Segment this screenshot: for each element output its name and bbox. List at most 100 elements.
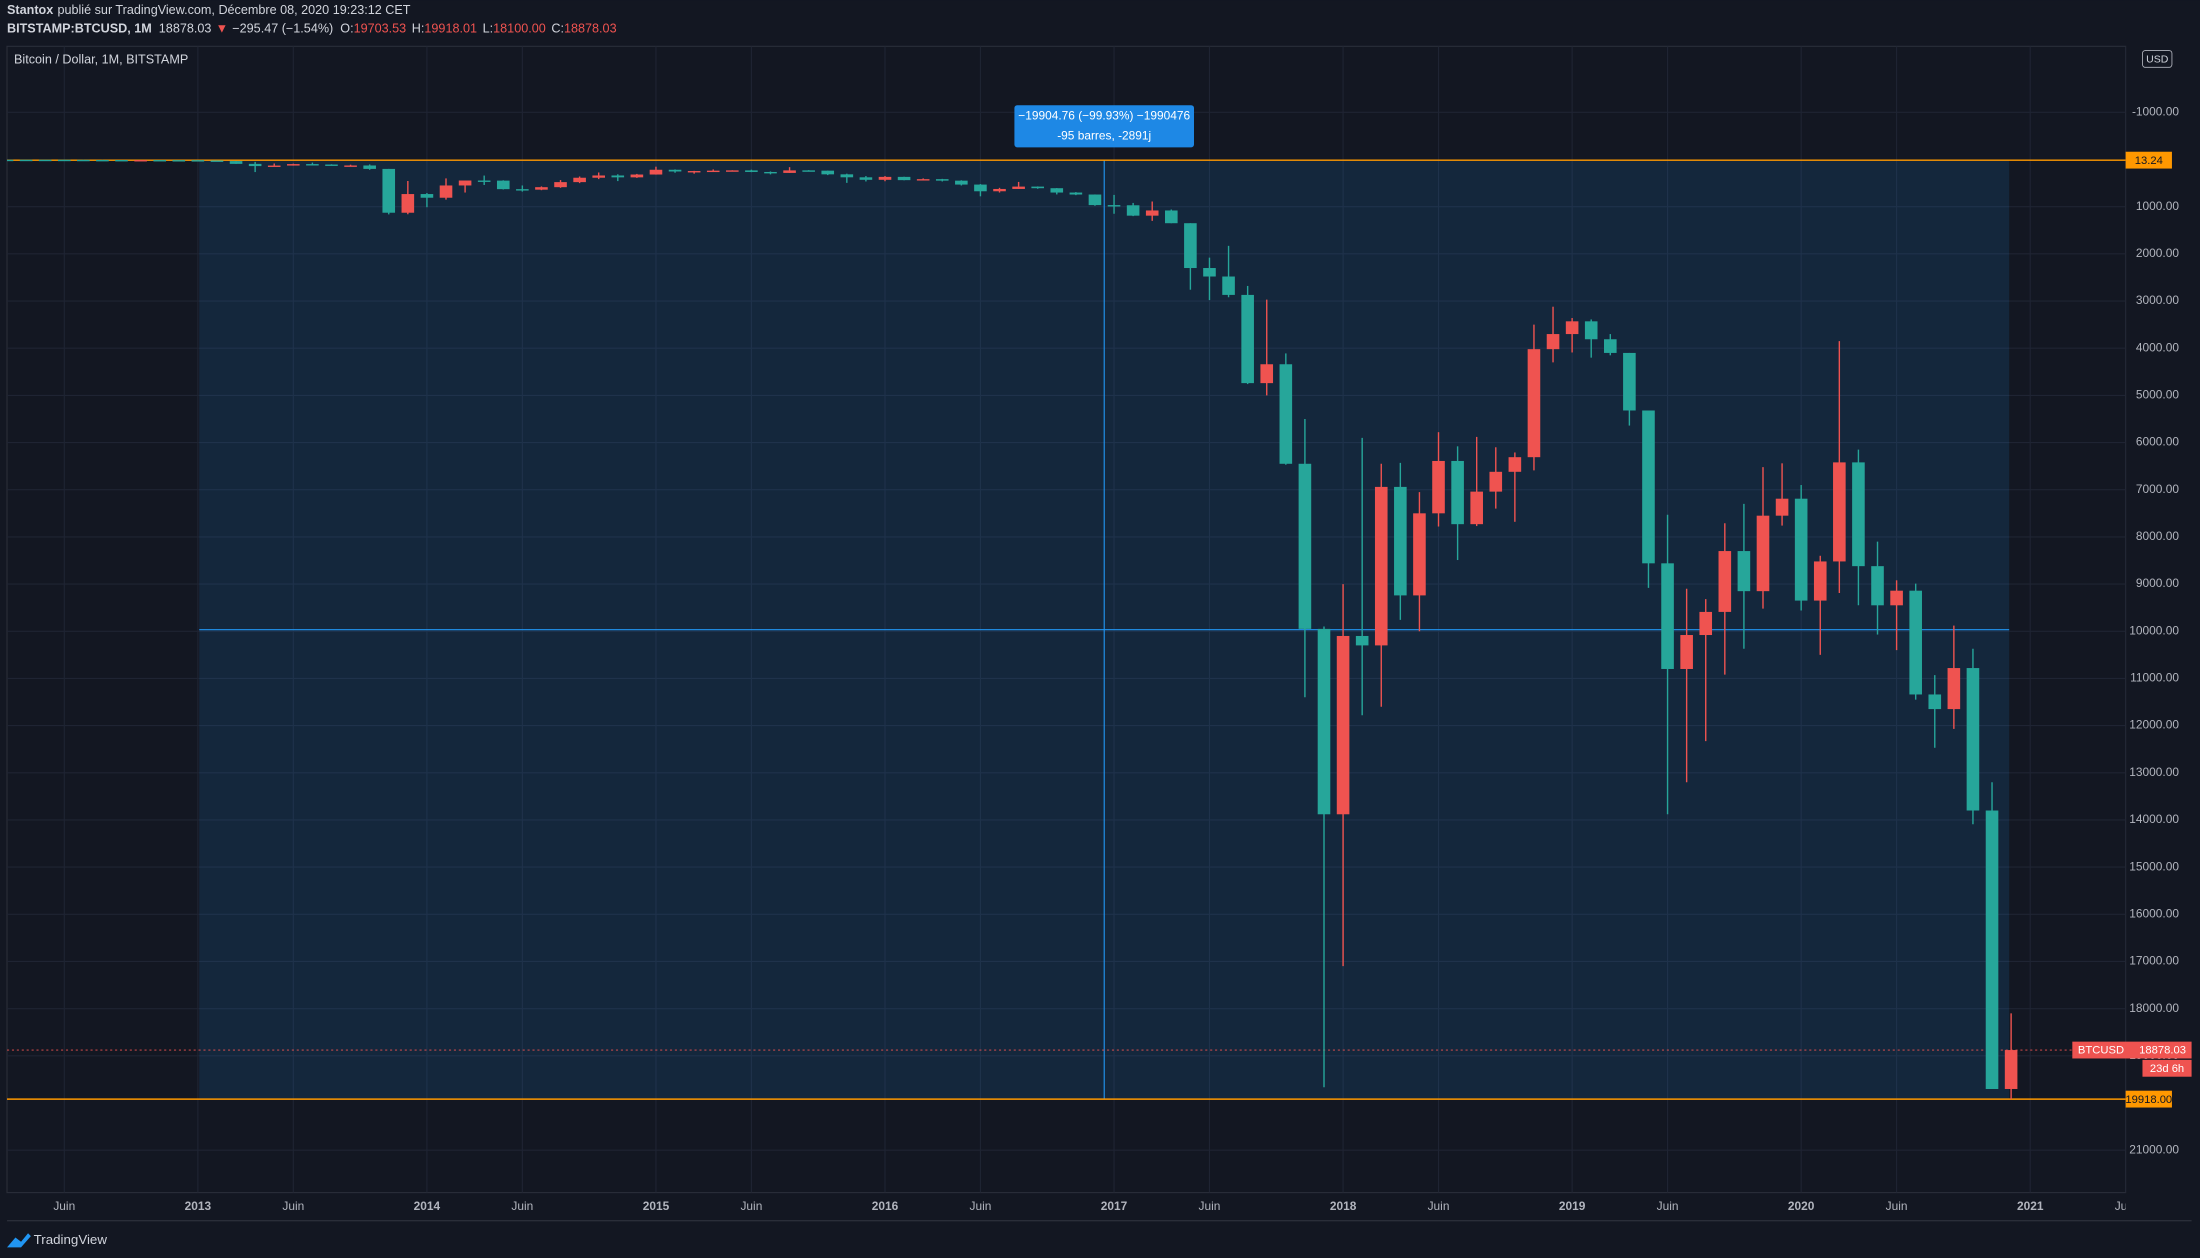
candle-body (1966, 668, 1980, 811)
y-tick-label: 21000.00 (2129, 1142, 2179, 1156)
candle-body (1947, 668, 1961, 710)
x-tick-label: Juin (1428, 1199, 1450, 1213)
candle-body (840, 174, 854, 178)
candle-body (325, 164, 338, 166)
x-tick-label: 2020 (1788, 1199, 1815, 1213)
currency-box[interactable] (2142, 50, 2173, 68)
ohlc-label: C: (551, 22, 564, 36)
candle-body (1718, 551, 1732, 612)
candle-body (1775, 498, 1789, 516)
x-tick-label: 2013 (185, 1199, 212, 1213)
candle-body (1031, 186, 1044, 189)
x-tick-label: 2016 (872, 1199, 899, 1213)
brand: TradingView (34, 1232, 108, 1247)
logo-mark (7, 1233, 31, 1248)
price-tag-label: 13.24 (2135, 155, 2163, 167)
candle-body (1222, 276, 1235, 295)
last-price-value: 18878.03 (2139, 1045, 2186, 1057)
y-tick-label: 17000.00 (2129, 954, 2179, 968)
candle-body (1527, 349, 1541, 458)
y-tick-label: 18000.00 (2129, 1001, 2179, 1015)
ohlc-label: O: (340, 22, 353, 36)
last-price-tag (2072, 1041, 2192, 1059)
candle-body (916, 179, 930, 181)
candle-body (1088, 194, 1102, 206)
candle-body (1050, 188, 1064, 193)
published: publié sur TradingView.com, Décembre 08,… (57, 4, 410, 18)
candle-body (1317, 628, 1331, 815)
candle-body (1909, 590, 1922, 695)
author: Stantox (7, 4, 53, 18)
price-tag-label: 19918.00 (2125, 1094, 2172, 1106)
price-tag (2125, 1090, 2172, 1108)
candle-body (821, 170, 835, 175)
candle-body (1336, 635, 1350, 815)
candle-body (592, 175, 606, 178)
axes: -1000.00 1000.00 2000.00 3000.00 4000.00 5000… (53, 105, 2192, 1213)
candle-body (1623, 352, 1636, 411)
chart-title: Bitcoin / Dollar, 1M, BITSTAMP (14, 53, 188, 67)
ohlc-label: L: (483, 22, 494, 36)
y-tick-label: 10000.00 (2129, 623, 2179, 637)
x-tick-label: Juin (2115, 1199, 2137, 1213)
candle-body (1833, 462, 1846, 562)
candle-body (554, 182, 567, 188)
measure-line1: −19904.76 (−99.93%) −1990476 (1018, 109, 1190, 123)
y-tick-label: 4000.00 (2136, 340, 2179, 354)
candle-body (1928, 694, 1942, 710)
change: −295.47 (−1.54%) (232, 22, 333, 36)
last-price-name: BTCUSD (2078, 1045, 2124, 1057)
y-tick-label: 11000.00 (2130, 671, 2179, 685)
candle-body (267, 165, 281, 167)
candle-body (1985, 810, 1999, 1089)
candle-body (439, 185, 453, 198)
y-tick-label: 6000.00 (2136, 435, 2179, 449)
candle-body (649, 169, 663, 175)
x-tick-label: Juin (282, 1199, 304, 1213)
candle-body (287, 164, 300, 166)
candle-body (134, 160, 147, 162)
candle-body (496, 180, 510, 190)
candle-body (229, 161, 243, 164)
candle-body (57, 159, 71, 162)
plot-area (6, 45, 2127, 1194)
currency[interactable]: USD (2146, 53, 2169, 65)
ohlc-value: 19703.53 (354, 22, 407, 36)
candle-body (306, 164, 319, 166)
candle-body (1737, 551, 1751, 592)
candle-body (802, 170, 815, 172)
y-tick-label: 3000.00 (2136, 293, 2179, 307)
candle-body (1298, 463, 1312, 629)
x-tick-label: 2015 (643, 1199, 670, 1213)
candle-body (1699, 611, 1713, 636)
candle-body (19, 159, 33, 162)
y-tick-label: -1000.00 (2132, 105, 2179, 119)
last: 18878.03 (159, 22, 212, 36)
candle-body (955, 180, 968, 185)
candle-body (1756, 515, 1770, 592)
ohlc-value: 18878.03 (564, 22, 617, 36)
candle-body (1871, 566, 1884, 606)
ohlc-value: 18100.00 (493, 22, 546, 36)
candle-body (897, 176, 911, 181)
candle-body (1584, 321, 1598, 340)
candle-body (363, 165, 376, 169)
candle-body (1241, 294, 1254, 384)
x-tick-label: Juin (511, 1199, 533, 1213)
candle-body (477, 180, 491, 182)
candle-body (1107, 205, 1121, 207)
candle-body (1413, 513, 1426, 596)
x-tick-label: Juin (53, 1199, 75, 1213)
candle-body (1680, 635, 1693, 669)
countdown-tag (2142, 1059, 2192, 1077)
candle-body (783, 170, 796, 173)
y-tick-label: 2000.00 (2136, 246, 2179, 260)
candle-body (1546, 334, 1560, 350)
candle-body (1279, 364, 1293, 464)
candle-body (420, 194, 434, 198)
candle-body (1069, 192, 1083, 195)
candle-body (1165, 210, 1178, 224)
x-tick-label: Juin (1886, 1199, 1908, 1213)
candle-body (878, 176, 892, 180)
candle-body (115, 160, 128, 162)
